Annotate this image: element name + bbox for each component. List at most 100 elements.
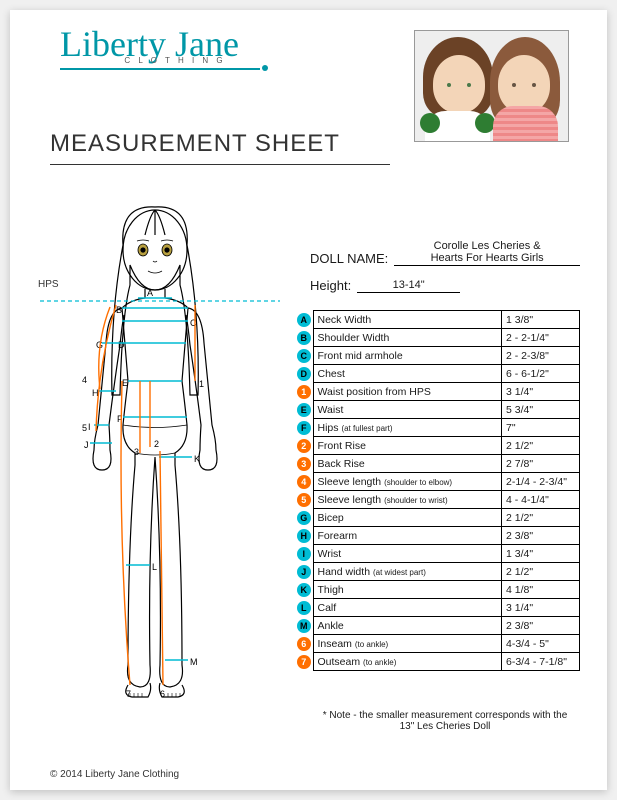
table-row: EWaist5 3/4" <box>295 401 580 419</box>
marker-icon: L <box>297 601 311 615</box>
table-row: CFront mid armhole2 - 2-3/8" <box>295 347 580 365</box>
marker-icon: 4 <box>297 475 311 489</box>
measurement-label: Shoulder Width <box>313 329 502 347</box>
svg-text:D: D <box>118 340 125 350</box>
svg-text:1: 1 <box>199 379 204 389</box>
measurement-value: 2 1/2" <box>502 509 580 527</box>
measurement-label: Back Rise <box>313 455 502 473</box>
measurement-label: Sleeve length (shoulder to wrist) <box>313 491 502 509</box>
table-row: 7Outseam (to ankle)6-3/4 - 7-1/8" <box>295 653 580 671</box>
table-row: LCalf3 1/4" <box>295 599 580 617</box>
svg-text:I: I <box>88 422 91 432</box>
copyright: © 2014 Liberty Jane Clothing <box>50 769 179 780</box>
measurement-label: Neck Width <box>313 311 502 329</box>
doll-name-label: DOLL NAME: <box>310 251 388 266</box>
page-title: MEASUREMENT SHEET <box>50 130 340 158</box>
table-row: KThigh4 1/8" <box>295 581 580 599</box>
marker-icon: G <box>297 511 311 525</box>
measurement-label: Sleeve length (shoulder to elbow) <box>313 473 502 491</box>
marker-icon: 2 <box>297 439 311 453</box>
marker-icon: M <box>297 619 311 633</box>
table-row: 1Waist position from HPS3 1/4" <box>295 383 580 401</box>
svg-text:2: 2 <box>154 439 159 449</box>
measurement-value: 1 3/4" <box>502 545 580 563</box>
doll-diagram: ABCDEFGHIJKLM 1234567 <box>40 195 280 745</box>
measurement-value: 3 1/4" <box>502 383 580 401</box>
measurement-value: 5 3/4" <box>502 401 580 419</box>
marker-icon: 3 <box>297 457 311 471</box>
form-area: DOLL NAME: Corolle Les Cheries & Hearts … <box>310 240 580 305</box>
page: Liberty Jane C L O T H I N G MEASUREMENT… <box>10 10 607 790</box>
measurement-label: Front Rise <box>313 437 502 455</box>
measurement-value: 2 - 2-1/4" <box>502 329 580 347</box>
table-row: HForearm2 3/8" <box>295 527 580 545</box>
svg-text:E: E <box>122 378 128 388</box>
table-row: MAnkle2 3/8" <box>295 617 580 635</box>
measurement-label: Inseam (to ankle) <box>313 635 502 653</box>
marker-icon: 7 <box>297 655 311 669</box>
measurement-value: 4 - 4-1/4" <box>502 491 580 509</box>
table-row: GBicep2 1/2" <box>295 509 580 527</box>
marker-icon: H <box>297 529 311 543</box>
measurement-label: Bicep <box>313 509 502 527</box>
svg-text:7: 7 <box>126 689 131 699</box>
measurement-value: 3 1/4" <box>502 599 580 617</box>
table-row: BShoulder Width2 - 2-1/4" <box>295 329 580 347</box>
measurement-value: 6 - 6-1/2" <box>502 365 580 383</box>
measurement-value: 6-3/4 - 7-1/8" <box>502 653 580 671</box>
logo-rule <box>60 68 260 70</box>
svg-text:B: B <box>116 305 122 315</box>
measurement-label: Front mid armhole <box>313 347 502 365</box>
measurement-label: Waist position from HPS <box>313 383 502 401</box>
svg-text:4: 4 <box>82 375 87 385</box>
marker-icon: E <box>297 403 311 417</box>
svg-text:A: A <box>147 288 153 298</box>
measurement-label: Calf <box>313 599 502 617</box>
measurement-label: Outseam (to ankle) <box>313 653 502 671</box>
marker-icon: 1 <box>297 385 311 399</box>
svg-text:F: F <box>117 414 123 424</box>
measurement-label: Thigh <box>313 581 502 599</box>
table-row: DChest6 - 6-1/2" <box>295 365 580 383</box>
table-row: 6Inseam (to ankle)4-3/4 - 5" <box>295 635 580 653</box>
table-row: FHips (at fullest part)7" <box>295 419 580 437</box>
measurement-label: Hand width (at widest part) <box>313 563 502 581</box>
table-row: IWrist1 3/4" <box>295 545 580 563</box>
svg-text:M: M <box>190 657 198 667</box>
marker-icon: C <box>297 349 311 363</box>
measurement-label: Wrist <box>313 545 502 563</box>
marker-icon: K <box>297 583 311 597</box>
table-row: 2Front Rise2 1/2" <box>295 437 580 455</box>
measurement-table: ANeck Width1 3/8"BShoulder Width2 - 2-1/… <box>295 310 580 671</box>
marker-icon: I <box>297 547 311 561</box>
marker-icon: 6 <box>297 637 311 651</box>
doll-name-value: Corolle Les Cheries & Hearts For Hearts … <box>394 240 580 266</box>
footnote: * Note - the smaller measurement corresp… <box>320 710 570 732</box>
svg-text:6: 6 <box>160 689 165 699</box>
marker-icon: D <box>297 367 311 381</box>
logo-dot-icon <box>262 65 268 71</box>
table-row: 5Sleeve length (shoulder to wrist)4 - 4-… <box>295 491 580 509</box>
table-row: 4Sleeve length (shoulder to elbow)2-1/4 … <box>295 473 580 491</box>
svg-text:C: C <box>190 318 197 328</box>
measurement-value: 4-3/4 - 5" <box>502 635 580 653</box>
measurement-label: Ankle <box>313 617 502 635</box>
svg-text:3: 3 <box>134 447 139 457</box>
marker-icon: B <box>297 331 311 345</box>
svg-text:5: 5 <box>82 423 87 433</box>
table-row: 3Back Rise2 7/8" <box>295 455 580 473</box>
height-label: Height: <box>310 278 351 293</box>
marker-icon: J <box>297 565 311 579</box>
measurement-value: 2-1/4 - 2-3/4" <box>502 473 580 491</box>
measurement-label: Forearm <box>313 527 502 545</box>
measurement-value: 2 7/8" <box>502 455 580 473</box>
measurement-value: 2 1/2" <box>502 563 580 581</box>
logo: Liberty Jane C L O T H I N G <box>60 28 290 71</box>
measurement-value: 4 1/8" <box>502 581 580 599</box>
doll-photo <box>414 30 569 142</box>
svg-text:J: J <box>84 440 89 450</box>
table-row: JHand width (at widest part)2 1/2" <box>295 563 580 581</box>
measurement-label: Hips (at fullest part) <box>313 419 502 437</box>
height-value: 13-14" <box>357 279 460 293</box>
measurement-value: 2 3/8" <box>502 617 580 635</box>
